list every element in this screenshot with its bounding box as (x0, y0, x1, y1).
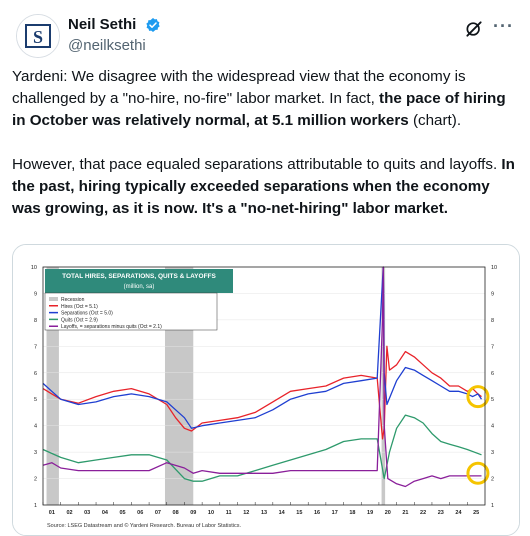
hires-series-line (42, 345, 482, 440)
tweet-text: Yardeni: We disagree with the widespread… (12, 66, 518, 242)
legend-swatch-recession (49, 297, 58, 301)
x-tick-label: 20 (385, 510, 391, 516)
tweet-header: S Neil Sethi @neilksethi ··· (12, 10, 518, 60)
p2-text-a: However, that pace equaled separations a… (12, 156, 502, 173)
avatar-text: S (33, 27, 43, 47)
highlight-circle (466, 461, 490, 485)
chart-title: TOTAL HIRES, SEPARATIONS, QUITS & LAYOFF… (62, 273, 216, 280)
x-tick-label: 14 (279, 510, 286, 516)
y-tick-label-right: 5 (491, 397, 494, 403)
y-tick-label: 10 (31, 265, 37, 271)
chart-source: Source: LSEG Datastream and © Yardeni Re… (47, 522, 241, 529)
x-tick-label: 23 (438, 510, 444, 516)
verified-badge-icon (146, 17, 160, 32)
x-tick-label: 09 (190, 510, 196, 516)
x-tick-label: 12 (243, 510, 249, 516)
x-tick-label: 01 (49, 510, 55, 516)
x-tick-label: 15 (296, 510, 302, 516)
highlight-circle (466, 385, 490, 409)
x-tick-label: 21 (402, 510, 408, 516)
x-tick-label: 07 (155, 510, 161, 516)
more-options-icon[interactable]: ··· (493, 16, 514, 36)
chart-title-box: TOTAL HIRES, SEPARATIONS, QUITS & LAYOFF… (45, 269, 233, 293)
y-tick-label: 3 (34, 450, 37, 456)
legend-label: Quits (Oct = 2.9) (61, 317, 98, 323)
grok-icon[interactable] (464, 19, 484, 39)
x-tick-label: 24 (455, 510, 462, 516)
y-tick-label-right: 1 (491, 503, 494, 509)
legend-label: Separations (Oct = 5.0) (61, 311, 113, 317)
x-tick-label: 03 (84, 510, 90, 516)
y-tick-label: 5 (34, 397, 37, 403)
y-tick-label: 6 (34, 371, 37, 377)
tweet-media[interactable]: 1 2 3 4 5 6 7 8 9 10 1 2 3 4 5 6 7 8 9 10 01 02 03 04 05 06 07 08… (12, 244, 520, 536)
avatar-logo-icon: S (17, 15, 59, 57)
author-handle[interactable]: @neilksethi (68, 37, 146, 54)
x-tick-label: 05 (119, 510, 125, 516)
y-tick-label-right: 3 (491, 450, 494, 456)
y-tick-label-right: 2 (491, 477, 494, 483)
y-tick-label: 7 (34, 344, 37, 350)
x-tick-label: 10 (208, 510, 214, 516)
x-tick-label: 22 (420, 510, 426, 516)
tweet-paragraph-2: However, that pace equaled separations a… (12, 154, 518, 220)
x-tick-label: 04 (102, 510, 109, 516)
avatar[interactable]: S (16, 14, 60, 58)
quits-series-line (42, 414, 482, 482)
y-tick-label-right: 10 (491, 265, 497, 271)
author-name[interactable]: Neil Sethi (68, 16, 137, 34)
y-tick-label-right: 9 (491, 291, 494, 297)
p1-text-bold: the pace of hiring in October was relati… (12, 90, 506, 129)
y-tick-label-right: 8 (491, 318, 494, 324)
y-tick-label: 8 (34, 318, 37, 324)
x-tick-label: 25 (473, 510, 479, 516)
x-tick-label: 08 (173, 510, 179, 516)
author-name-row: Neil Sethi (68, 16, 161, 34)
plot-frame (42, 266, 486, 506)
x-tick-label: 06 (137, 510, 143, 516)
x-tick-label: 19 (367, 510, 373, 516)
y-tick-label-right: 7 (491, 344, 494, 350)
y-tick-label: 2 (34, 477, 37, 483)
chart-subtitle: (million, sa) (124, 284, 155, 290)
x-tick-label: 11 (226, 510, 232, 516)
y-tick-label: 4 (34, 424, 37, 430)
p1-text-c: (chart). (408, 112, 462, 129)
y-tick-label-right: 4 (491, 424, 494, 430)
layoffs-series-line (42, 266, 482, 488)
y-tick-label-right: 6 (491, 371, 494, 377)
y-tick-label: 1 (34, 503, 37, 509)
x-tick-label: 16 (314, 510, 320, 516)
p2-text-bold: In the past, hiring typically exceeded s… (12, 156, 515, 217)
legend-label: Layoffs, = separations minus quits (Oct … (61, 324, 162, 330)
x-tick-label: 17 (332, 510, 338, 516)
tweet-paragraph-1: Yardeni: We disagree with the widespread… (12, 66, 518, 132)
legend-label: Recession (61, 297, 85, 303)
x-tick-label: 18 (349, 510, 355, 516)
separations-series-line (42, 266, 483, 429)
legend-label: Hires (Oct = 5.1) (61, 304, 98, 310)
x-tick-label: 02 (66, 510, 72, 516)
x-tick-label: 13 (261, 510, 267, 516)
y-tick-label: 9 (34, 291, 37, 297)
p1-text-a: Yardeni: We disagree with the widespread… (12, 68, 466, 107)
